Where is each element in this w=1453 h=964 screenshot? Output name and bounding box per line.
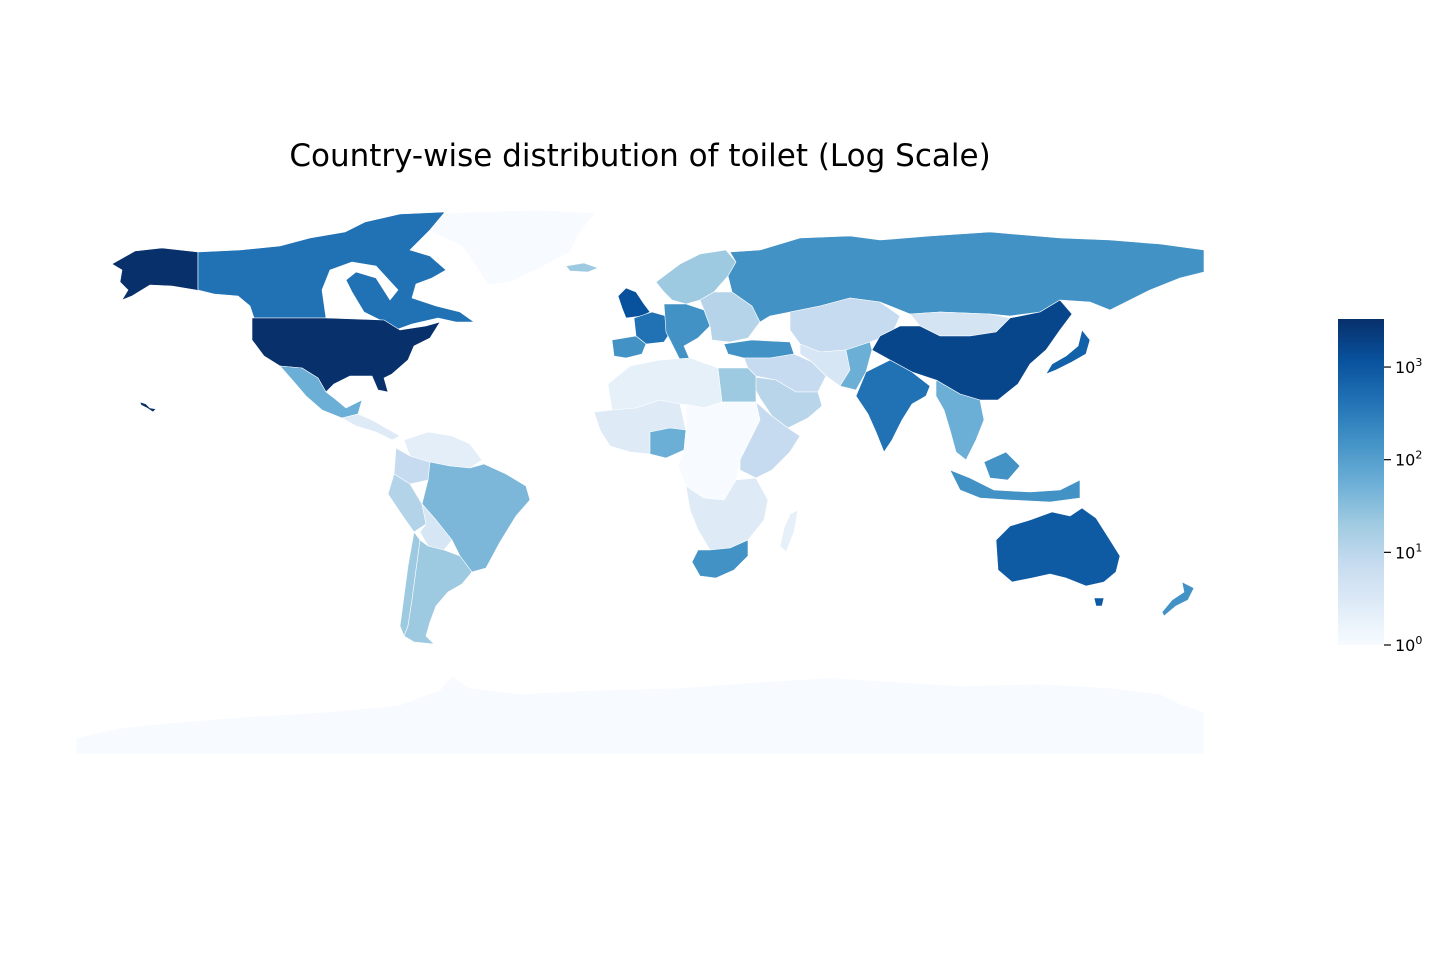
colorbar-gradient [1338,319,1384,645]
region-indonesia [949,451,1081,503]
region-united-kingdom [617,287,651,319]
region-tasmania [1093,597,1105,607]
colorbar-ticks: 100 101 102 103 [1384,356,1422,655]
region-antarctica [75,675,1205,755]
region-central-america [341,413,401,441]
region-india [855,359,931,453]
region-egypt [717,367,757,403]
region-greenland [417,209,596,286]
region-japan [1045,329,1091,375]
region-argentina [403,539,473,645]
region-peru [387,473,427,533]
colorbar-tick-label: 101 [1395,541,1422,562]
region-canada [197,211,475,333]
region-south-africa [691,539,749,579]
map-title: Country-wise distribution of toilet (Log… [289,138,990,174]
region-iberia [611,335,647,359]
region-mexico [279,365,363,419]
region-scandinavia [655,249,737,305]
region-madagascar [779,509,799,553]
region-new-zealand [1161,581,1195,617]
region-iceland [565,262,599,273]
region-southern-africa [685,477,769,551]
region-australia [995,507,1121,587]
region-pakistan [839,341,873,391]
region-southeast-asia [935,379,985,461]
region-turkey [723,339,795,359]
region-central-europe [663,303,711,361]
colorbar-tick-label: 103 [1395,356,1422,377]
region-nigeria [649,427,687,459]
region-alaska [111,247,215,301]
world-map [75,209,1205,755]
region-saudi-arabia [747,375,823,429]
region-china [871,299,1073,401]
colorbar-tick-label: 100 [1395,634,1422,655]
region-united-states [251,317,441,393]
colorbar-tick-label: 102 [1395,449,1422,470]
region-russia [727,231,1205,323]
region-east-africa [739,401,801,479]
region-hawaii [139,401,157,413]
region-eastern-europe [699,291,761,343]
colorbar: 100 101 102 103 [1338,319,1422,655]
